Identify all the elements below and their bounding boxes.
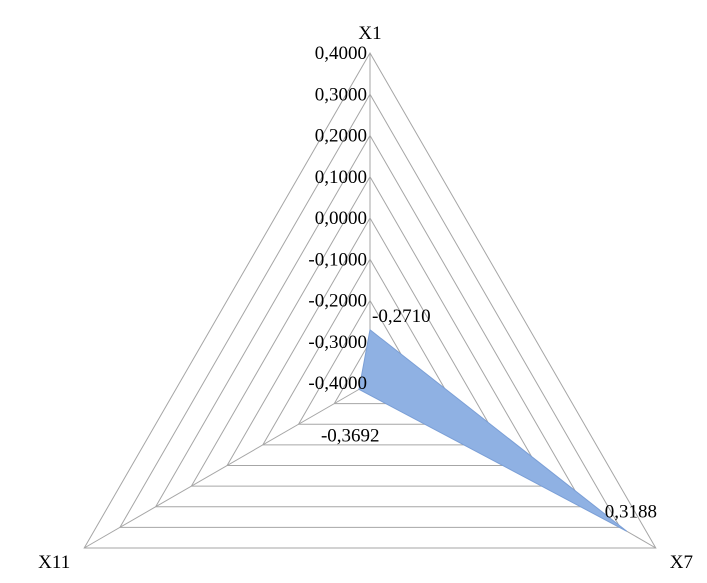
grid-spoke — [83, 382, 371, 549]
radial-tick-label: -0,3000 — [308, 332, 367, 353]
radial-tick-label: -0,1000 — [308, 249, 367, 270]
grid-ring — [190, 175, 550, 487]
radial-tick-label: 0,1000 — [315, 167, 367, 188]
data-label: -0,3692 — [321, 425, 380, 446]
grid-ring — [261, 258, 479, 446]
radar-grid — [83, 52, 657, 549]
grid-ring — [119, 93, 621, 528]
axis-labels: X1 X7 X11 — [38, 23, 693, 573]
axis-label: X1 — [358, 23, 381, 44]
axis-label: X7 — [670, 552, 693, 573]
radial-tick-label: -0,4000 — [308, 373, 367, 394]
radial-tick-label: 0,4000 — [315, 43, 367, 64]
data-label: -0,2710 — [372, 306, 431, 327]
radial-tick-label: 0,3000 — [315, 84, 367, 105]
radar-series — [358, 328, 628, 532]
radial-tick-label: 0,2000 — [315, 126, 367, 147]
grid-ring — [226, 216, 514, 466]
radial-tick-labels: -0,4000 -0,3000 -0,2000 -0,1000 0,0000 0,1000… — [308, 43, 367, 394]
axis-label: X11 — [38, 552, 70, 573]
data-labels: -0,2710 0,3188 -0,3692 — [321, 306, 657, 522]
radial-tick-label: -0,2000 — [308, 291, 367, 312]
grid-ring — [154, 134, 586, 508]
radial-tick-label: 0,0000 — [315, 208, 367, 229]
series-area — [358, 328, 628, 532]
data-label: 0,3188 — [605, 501, 657, 522]
grid-ring — [83, 52, 657, 549]
